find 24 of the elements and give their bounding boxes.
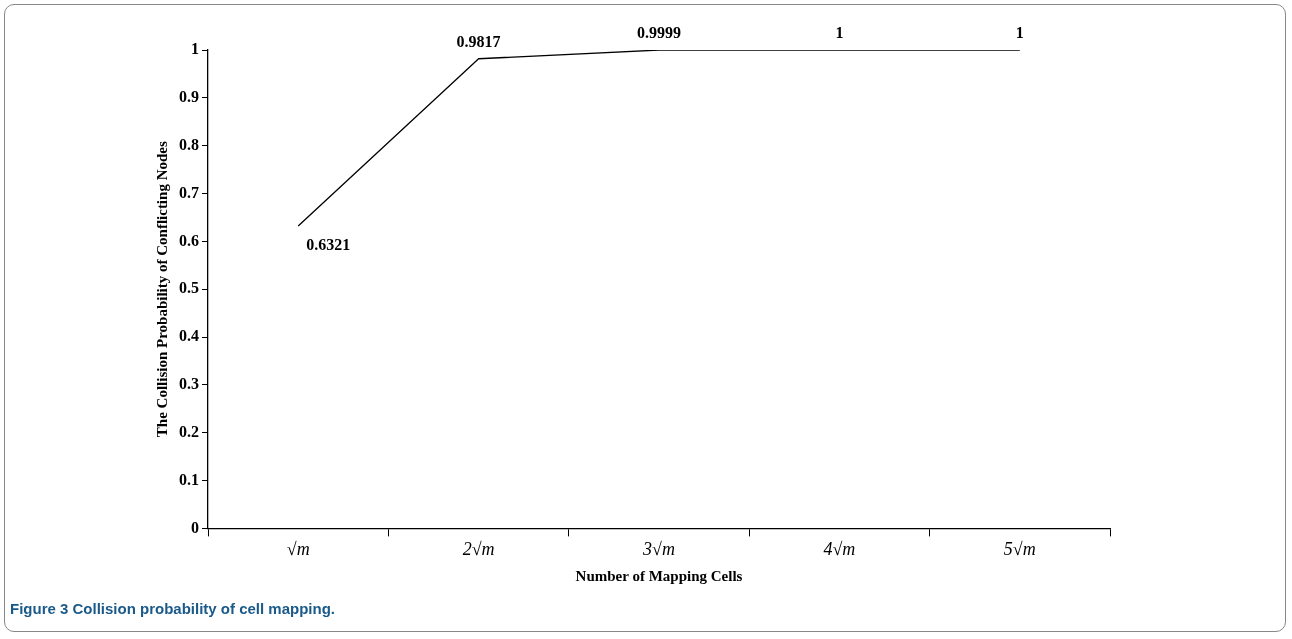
y-tick-label: 1 [191, 40, 199, 58]
y-tick-label: 0.6 [179, 231, 199, 249]
x-tick-label: 5√m [1003, 538, 1036, 559]
caption: Figure 3 Collision probability of cell mapping. [10, 600, 336, 617]
y-tick-label: 0.2 [179, 422, 199, 440]
y-tick-label: 0.3 [179, 375, 199, 393]
y-tick-label: 0.7 [179, 183, 199, 201]
y-tick-label: 0 [191, 518, 199, 536]
data-label: 1 [835, 24, 844, 42]
y-tick-label: 0.1 [179, 470, 199, 488]
data-label: 0.9999 [637, 24, 681, 42]
data-label: 0.6321 [306, 236, 351, 254]
y-tick-label: 0.4 [179, 327, 199, 345]
y-axis-title: The Collision Probability of Conflicting Nodes [153, 141, 170, 438]
data-label: 1 [1015, 24, 1024, 42]
x-axis-title: Number of Mapping Cells [575, 567, 743, 584]
x-tick-label: 3√m [642, 538, 675, 559]
y-tick-label: 0.9 [179, 87, 199, 105]
x-tick-label: 2√m [462, 538, 495, 559]
y-tick-label: 0.5 [179, 279, 199, 297]
x-tick-label: √m [286, 538, 310, 559]
x-tick-label: 4√m [823, 538, 856, 559]
y-tick-label: 0.8 [179, 135, 199, 153]
data-label: 0.9817 [456, 32, 501, 50]
